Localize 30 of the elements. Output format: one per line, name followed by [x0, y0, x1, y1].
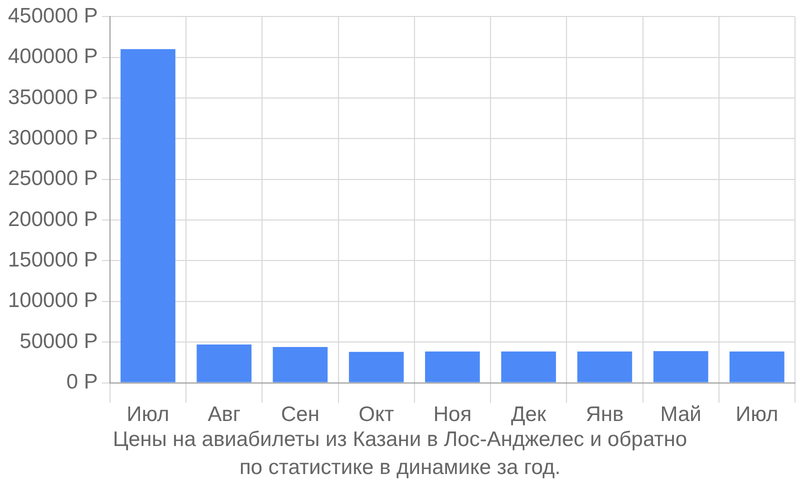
bar	[653, 351, 708, 382]
y-tick-label: 100000 Р	[8, 289, 98, 312]
bar	[425, 351, 480, 382]
x-tick-label: Ноя	[433, 403, 472, 426]
x-tick-label: Май	[660, 403, 702, 426]
y-tick-label: 250000 Р	[8, 167, 98, 190]
x-tick-label: Сен	[280, 403, 320, 426]
x-tick-label: Авг	[208, 403, 241, 426]
text: по статистике в динамике за год.	[238, 455, 562, 481]
y-tick-label: 50000 Р	[20, 330, 98, 353]
y-tick-label: 350000 Р	[8, 86, 98, 109]
y-tick-label: 300000 Р	[8, 126, 98, 150]
bar	[730, 351, 784, 382]
x-tick-label: Окт	[358, 403, 394, 426]
bar	[577, 351, 632, 382]
text: Цены на авиабилеты из Казани в Лос-Анджелес и обратно	[112, 427, 688, 453]
bar	[348, 352, 404, 382]
bar	[501, 351, 556, 382]
x-tick-label: Янв	[586, 403, 624, 426]
bar	[272, 346, 328, 382]
x-tick-label: Июл	[736, 403, 778, 426]
y-tick-label: 450000 Р	[8, 4, 98, 28]
y-tick-label: 200000 Р	[8, 208, 98, 231]
x-tick-label: Дек	[511, 403, 547, 426]
y-tick-label: 400000 Р	[8, 45, 98, 68]
x-tick-label: Июл	[126, 403, 170, 426]
y-tick-label: 0 Р	[66, 370, 98, 394]
bar	[196, 344, 252, 382]
y-tick-label: 150000 Р	[8, 248, 98, 272]
bar	[120, 49, 176, 382]
